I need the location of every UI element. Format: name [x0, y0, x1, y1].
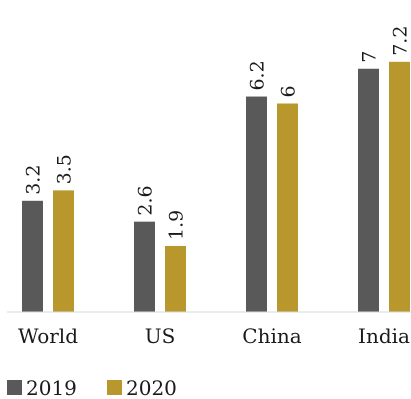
legend-label-2019: 2019 — [26, 376, 77, 399]
value-label-world-2019: 3.2 — [23, 165, 45, 195]
bar-india-2020 — [389, 61, 410, 312]
value-label-china-2020: 6 — [278, 85, 300, 97]
category-labels-layer: World US China India — [18, 324, 410, 348]
value-label-us-2020: 1.9 — [166, 210, 188, 240]
value-label-world-2020: 3.5 — [54, 154, 76, 184]
category-label-world: World — [18, 324, 78, 348]
value-label-china-2019: 6.2 — [247, 60, 269, 90]
legend: 2019 2020 — [7, 376, 177, 399]
bar-world-2019 — [22, 200, 43, 312]
value-label-india-2020: 7.2 — [390, 26, 411, 56]
bars-layer — [22, 61, 410, 312]
bar-china-2020 — [277, 103, 298, 312]
value-label-us-2019: 2.6 — [135, 185, 157, 215]
bar-us-2020 — [165, 245, 186, 312]
value-labels-layer: 3.2 3.5 2.6 1.9 6.2 6 7 7.2 — [23, 26, 411, 240]
bar-us-2019 — [134, 221, 155, 312]
category-label-india: India — [358, 324, 410, 348]
bar-india-2019 — [358, 68, 379, 312]
value-label-india-2019: 7 — [359, 51, 381, 63]
bar-china-2019 — [246, 96, 267, 312]
legend-swatch-2019 — [7, 380, 22, 395]
bar-world-2020 — [53, 190, 74, 312]
category-label-us: US — [145, 324, 176, 348]
legend-swatch-2020 — [107, 380, 122, 395]
legend-label-2020: 2020 — [126, 376, 177, 399]
category-label-china: China — [242, 324, 301, 348]
